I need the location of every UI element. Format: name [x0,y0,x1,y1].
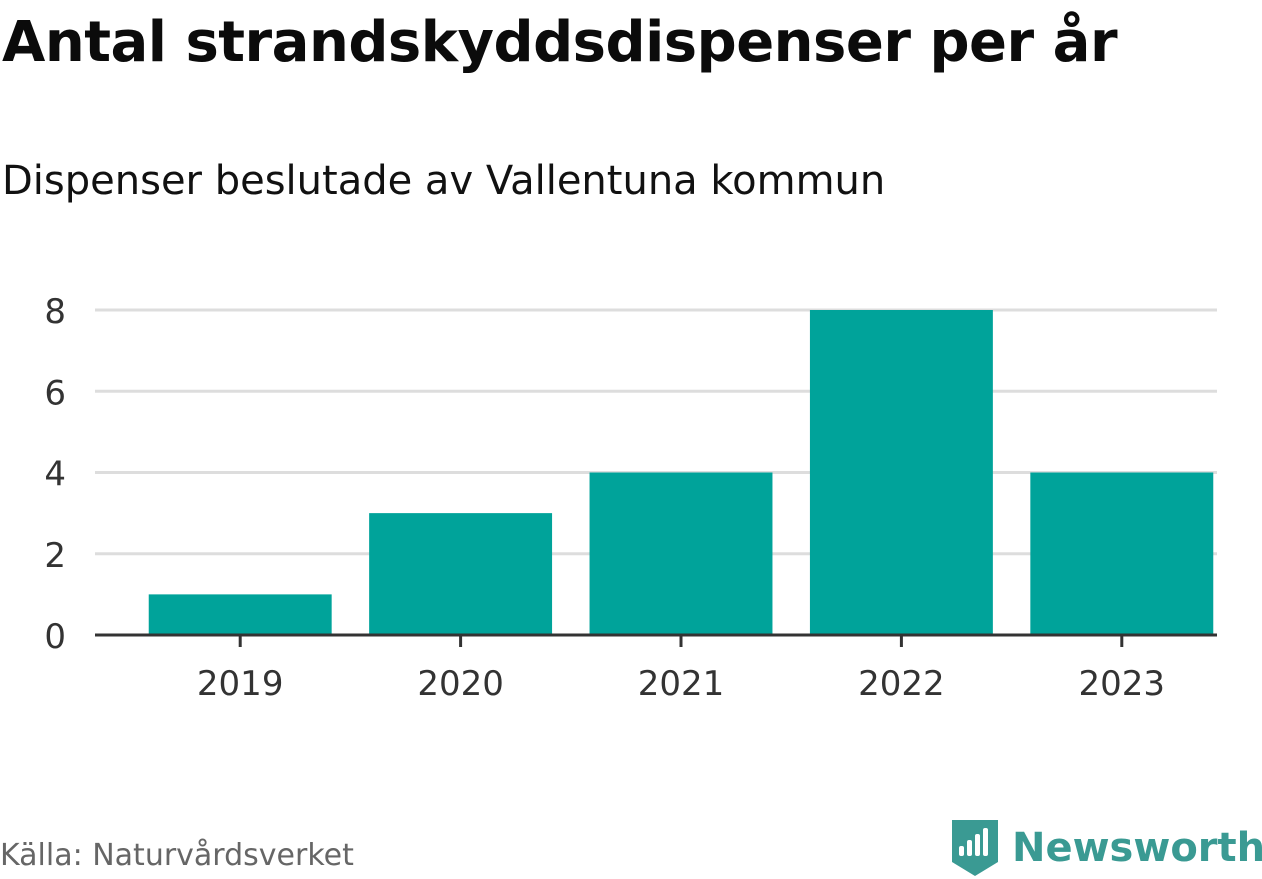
y-tick-label-2: 2 [44,536,66,576]
y-tick-labels: 0 2 4 6 8 [44,292,66,657]
y-tick-label-0: 0 [44,617,66,657]
x-axis [95,633,1217,647]
x-tick-label-2022: 2022 [858,664,945,704]
bar-2022[interactable] [809,310,993,635]
x-tick-label-2021: 2021 [638,664,725,704]
y-tick-label-8: 8 [44,292,66,332]
source-note: Källa: Naturvårdsverket [0,838,354,873]
x-tick-label-2019: 2019 [197,664,284,704]
chart-subtitle: Dispenser beslutade av Vallentuna kommun [2,158,886,204]
x-tick-label-2023: 2023 [1079,664,1166,704]
y-tick-label-4: 4 [44,455,66,495]
x-tick-labels: 2019 2020 2021 2022 2023 [197,664,1165,704]
chart-title: Antal strandskyddsdispenser per år [2,10,1118,75]
brand-name: Newsworthy [1012,825,1262,871]
y-tick-label-6: 6 [44,373,66,413]
bar-2023[interactable] [1030,472,1214,636]
newsworthy-logo-icon [952,820,998,876]
bar-2021[interactable] [589,472,773,636]
x-tick-label-2020: 2020 [417,664,504,704]
brand-logo[interactable]: Newsworthy [950,818,1262,878]
bar-2020[interactable] [369,513,553,635]
bars [148,310,1214,636]
bar-2019[interactable] [148,594,332,635]
